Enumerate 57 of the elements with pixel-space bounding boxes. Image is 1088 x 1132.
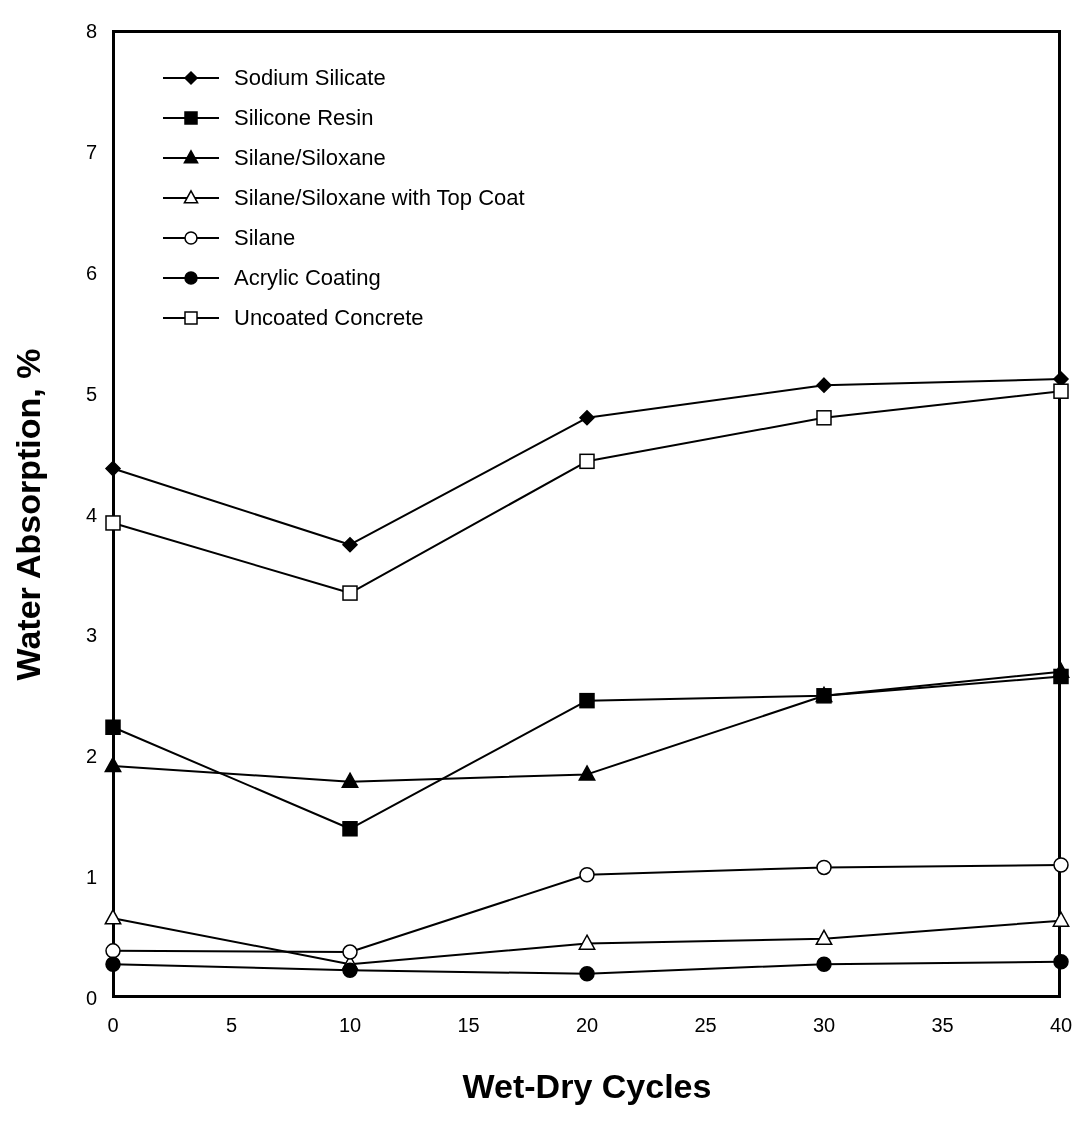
point — [1052, 911, 1070, 927]
legend-label: Acrylic Coating — [234, 265, 381, 291]
y-tick-label: 1 — [85, 866, 97, 889]
point — [579, 410, 595, 426]
legend-label: Silane — [234, 225, 296, 251]
point — [105, 956, 121, 972]
point — [578, 934, 596, 950]
y-tick-label: 5 — [85, 382, 97, 405]
point — [341, 772, 359, 788]
point — [342, 944, 358, 960]
point — [105, 943, 121, 959]
point — [104, 756, 122, 773]
point — [1053, 953, 1069, 970]
y-tick-label: 0 — [85, 987, 97, 1010]
point — [342, 962, 358, 978]
legend-label: Silane/Siloxane — [234, 145, 386, 171]
point — [105, 515, 121, 531]
x-tick-label: 0 — [107, 1014, 119, 1037]
legend-label: Sodium Silicate — [234, 65, 386, 91]
point — [342, 585, 358, 601]
point — [579, 866, 595, 883]
x-tick-label: 35 — [931, 1014, 954, 1037]
point — [342, 821, 358, 837]
point — [104, 909, 122, 925]
legend-label: Uncoated Concrete — [234, 305, 424, 331]
x-tick-label: 5 — [225, 1014, 238, 1037]
x-axis-title: Wet-Dry Cycles — [462, 1067, 712, 1105]
legend-label: Silane/Siloxane with Top Coat — [234, 185, 525, 211]
point — [816, 956, 832, 972]
y-axis-title: Water Absorption, % — [9, 348, 48, 681]
x-tick-label: 20 — [575, 1014, 599, 1037]
point — [816, 377, 832, 393]
point — [815, 929, 833, 946]
point — [579, 692, 595, 709]
y-tick-label: 4 — [85, 503, 97, 526]
point — [579, 453, 595, 470]
y-tick-label: 8 — [85, 20, 97, 43]
point — [1053, 383, 1069, 399]
y-tick-label: 3 — [85, 624, 97, 647]
x-tick-label: 25 — [694, 1014, 717, 1037]
x-tick-label: 10 — [338, 1014, 362, 1037]
x-tick-label: 30 — [812, 1014, 836, 1037]
point — [816, 859, 832, 876]
point — [578, 765, 596, 781]
point — [342, 536, 358, 553]
legend-label: Silicone Resin — [234, 105, 374, 131]
y-tick-label: 6 — [85, 261, 97, 284]
point — [105, 460, 121, 477]
point — [816, 410, 832, 426]
point — [1052, 662, 1070, 678]
point — [579, 966, 595, 982]
x-tick-label: 40 — [1049, 1014, 1073, 1037]
y-tick-label: 2 — [85, 745, 97, 768]
point — [105, 719, 121, 735]
point — [1053, 857, 1069, 873]
y-tick-label: 7 — [85, 140, 97, 163]
x-tick-label: 15 — [457, 1014, 480, 1037]
